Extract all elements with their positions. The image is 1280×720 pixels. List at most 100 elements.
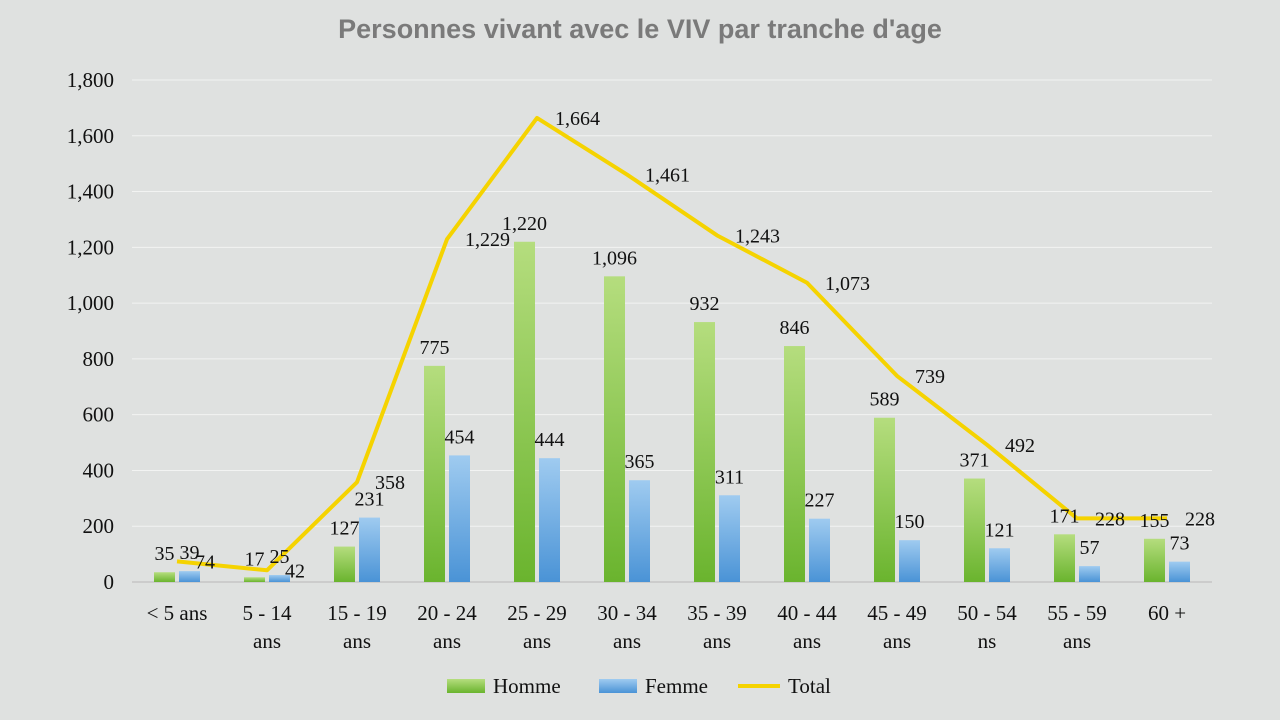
legend-label-homme: Homme: [493, 674, 561, 698]
data-label-femme: 73: [1170, 533, 1190, 555]
data-label-homme: 1,220: [502, 213, 547, 235]
x-tick-label: 5 - 14: [243, 601, 292, 625]
bar-femme: [809, 518, 830, 582]
y-tick-label: 1,200: [67, 235, 114, 259]
data-label-femme: 311: [715, 466, 744, 488]
data-label-femme: 25: [270, 546, 290, 568]
bar-homme: [1054, 534, 1075, 582]
bar-homme: [604, 276, 625, 582]
y-tick-label: 1,000: [67, 291, 114, 315]
y-tick-label: 600: [83, 403, 115, 427]
data-label-total: 1,243: [735, 225, 780, 247]
y-tick-label: 1,800: [67, 68, 114, 92]
data-label-homme: 155: [1140, 510, 1170, 532]
data-label-homme: 589: [870, 389, 900, 411]
bar-homme: [784, 346, 805, 582]
chart-title: Personnes vivant avec le VIV par tranche…: [338, 14, 942, 44]
x-tick-label: ans: [433, 629, 461, 653]
data-label-femme: 121: [985, 519, 1015, 541]
data-label-homme: 17: [245, 548, 265, 570]
bar-homme: [334, 546, 355, 582]
bar-femme: [719, 495, 740, 582]
data-label-homme: 371: [960, 450, 990, 472]
bar-femme: [629, 480, 650, 582]
legend-swatch-homme: [447, 679, 485, 693]
data-label-total: 1,461: [645, 165, 690, 187]
data-label-homme: 932: [690, 293, 720, 315]
x-tick-label: 30 - 34: [597, 601, 657, 625]
data-label-homme: 1,096: [592, 247, 637, 269]
x-tick-label: 35 - 39: [687, 601, 747, 625]
data-label-total: 228: [1095, 508, 1125, 530]
x-tick-label: ns: [978, 629, 997, 653]
data-label-femme: 150: [895, 511, 925, 533]
y-tick-label: 1,600: [67, 124, 114, 148]
y-tick-label: 1,400: [67, 180, 114, 204]
data-label-total: 1,229: [465, 229, 510, 251]
legend-label-femme: Femme: [645, 674, 708, 698]
data-label-total: 228: [1185, 508, 1215, 530]
x-tick-label: < 5 ans: [147, 601, 208, 625]
data-label-total: 358: [375, 472, 405, 494]
data-label-femme: 231: [355, 489, 385, 511]
bar-homme: [154, 572, 175, 582]
data-label-total: 42: [285, 560, 305, 582]
data-label-femme: 454: [445, 426, 475, 448]
data-label-femme: 365: [625, 451, 655, 473]
legend-swatch-femme: [599, 679, 637, 693]
x-tick-label: 15 - 19: [327, 601, 387, 625]
data-label-total: 1,073: [825, 273, 870, 295]
x-tick-label: 55 - 59: [1047, 601, 1107, 625]
x-tick-label: ans: [253, 629, 281, 653]
bar-femme: [1079, 566, 1100, 582]
data-label-femme: 227: [805, 490, 835, 512]
bar-femme: [539, 458, 560, 582]
bar-femme: [1169, 561, 1190, 582]
data-label-homme: 127: [330, 518, 360, 540]
x-tick-label: ans: [883, 629, 911, 653]
data-label-homme: 846: [780, 317, 810, 339]
bar-homme: [1144, 538, 1165, 582]
data-label-femme: 39: [180, 542, 200, 564]
data-label-homme: 775: [420, 337, 450, 359]
data-label-total: 1,664: [555, 108, 600, 130]
x-tick-label: 45 - 49: [867, 601, 927, 625]
data-label-total: 492: [1005, 435, 1035, 457]
x-tick-label: ans: [703, 629, 731, 653]
legend-label-total: Total: [788, 674, 831, 698]
bar-homme: [514, 241, 535, 582]
bar-homme: [964, 478, 985, 582]
x-tick-label: ans: [613, 629, 641, 653]
bar-homme: [424, 365, 445, 582]
x-tick-label: ans: [343, 629, 371, 653]
x-tick-label: 20 - 24: [417, 601, 477, 625]
bar-femme: [449, 455, 470, 582]
bar-femme: [269, 575, 290, 582]
y-tick-label: 200: [83, 514, 115, 538]
x-tick-label: ans: [1063, 629, 1091, 653]
bar-femme: [899, 540, 920, 582]
y-tick-label: 800: [83, 347, 115, 371]
y-tick-label: 0: [104, 570, 115, 594]
data-label-femme: 444: [535, 429, 565, 451]
data-label-homme: 35: [155, 543, 175, 565]
bar-femme: [989, 548, 1010, 582]
bar-femme: [179, 571, 200, 582]
data-label-total: 739: [915, 366, 945, 388]
x-tick-label: ans: [793, 629, 821, 653]
data-label-total: 74: [195, 551, 215, 573]
data-label-femme: 57: [1080, 537, 1100, 559]
bar-homme: [244, 577, 265, 582]
x-tick-label: 60 +: [1148, 601, 1186, 625]
data-label-homme: 171: [1050, 505, 1080, 527]
x-tick-label: 25 - 29: [507, 601, 567, 625]
x-tick-label: ans: [523, 629, 551, 653]
bar-homme: [694, 322, 715, 582]
y-tick-label: 400: [83, 458, 115, 482]
x-tick-label: 50 - 54: [957, 601, 1017, 625]
bar-homme: [874, 417, 895, 582]
line-total: [176, 115, 1167, 573]
bar-femme: [359, 517, 380, 582]
